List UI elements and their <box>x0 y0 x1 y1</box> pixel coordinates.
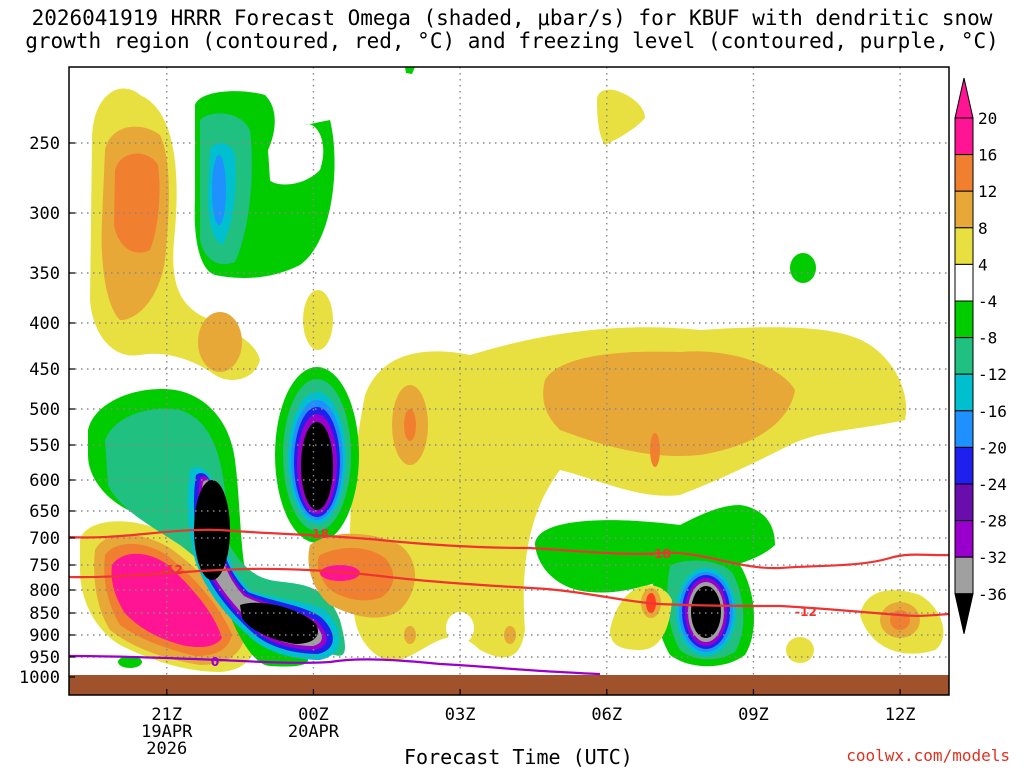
colorbar-swatch-9 <box>954 446 974 485</box>
colorbar-tick-5: -4 <box>978 292 997 311</box>
colorbar-bottom-arrow <box>954 593 974 634</box>
plot-frame <box>68 66 950 696</box>
gold-spot-900 <box>404 626 416 644</box>
colorbar-tick-0: 20 <box>978 109 997 128</box>
gold-spot-400-0 <box>198 312 242 372</box>
ytick-label-900: 900 <box>29 626 60 646</box>
grid-layer <box>69 67 949 678</box>
yellow-spot-950 <box>786 637 814 663</box>
colorbar-swatch-10 <box>954 483 974 522</box>
x-axis-label: Forecast Time (UTC) <box>404 745 633 769</box>
contour-label-zero: 0 <box>211 655 219 669</box>
descent-navy <box>193 473 333 654</box>
colorbar-swatch-2 <box>954 190 974 229</box>
low-left-pink <box>111 553 222 648</box>
white-hole-900 <box>446 612 474 644</box>
ytick-label-350: 350 <box>29 264 60 284</box>
contour-label-minus18a: -18 <box>307 527 329 541</box>
ytick-label-450: 450 <box>29 360 60 380</box>
colorbar-tick-8: -16 <box>978 402 1007 421</box>
colorbar-swatch-5 <box>954 300 974 339</box>
colorbar-tick-3: 8 <box>978 219 988 238</box>
colorbar-top-arrow <box>954 77 974 119</box>
colorbar-swatch-11 <box>954 520 974 558</box>
top-green-wedge <box>405 67 415 74</box>
contour-minus12 <box>69 567 949 617</box>
green-spot-950 <box>118 656 142 668</box>
low-right-descent-green <box>535 505 775 593</box>
colorbar-swatch-7 <box>954 373 974 412</box>
contour-label-minus12a: -12 <box>161 563 183 577</box>
green-spot-350 <box>790 253 816 283</box>
colorbar-swatch-12 <box>954 556 974 595</box>
xtick-label-33-0: 09Z <box>738 705 769 725</box>
credit-link[interactable]: coolwx.com/models <box>846 746 1010 765</box>
ytick-label-400: 400 <box>29 314 60 334</box>
xtick-label-36-0: 12Z <box>885 705 916 725</box>
contour-layer: -18 -18 -12 -12 0 <box>69 527 949 676</box>
colorbar-tick-13: -36 <box>978 585 1007 604</box>
ytick-label-500: 500 <box>29 400 60 420</box>
colorbar: 20 16 12 8 4 -4 -8 -12 -16 -20 -24 -28 -32 -36 <box>954 77 1007 634</box>
contour-minus18 <box>69 528 949 570</box>
ground-layer <box>69 675 949 695</box>
ytick-label-800: 800 <box>29 581 60 601</box>
ytick-label-550: 550 <box>29 436 60 456</box>
contour-label-minus18b: -18 <box>649 547 671 561</box>
xtick-label-21-0: 21Z <box>151 705 182 725</box>
xtick-label-30-0: 06Z <box>591 705 622 725</box>
colorbar-tick-6: -8 <box>978 329 997 348</box>
ytick-label-850: 850 <box>29 604 60 624</box>
upper-left-ascent-orange <box>114 153 160 253</box>
ground-fill <box>69 675 949 695</box>
colorbar-swatch-0 <box>954 117 974 156</box>
colorbar-tick-4: 4 <box>978 255 988 274</box>
colorbar-swatch-3 <box>954 227 974 265</box>
chart-title-line-1: 2026041919 HRRR Forecast Omega (shaded, … <box>31 6 993 30</box>
upper-descent-blue <box>212 155 226 225</box>
ytick-label-1000: 1000 <box>19 668 60 688</box>
colorbar-tick-2: 12 <box>978 182 997 201</box>
colorbar-tick-10: -24 <box>978 475 1007 494</box>
colorbar-tick-9: -20 <box>978 438 1007 457</box>
xtick-label-27-0: 03Z <box>445 705 476 725</box>
omega-shading-layer <box>80 67 944 672</box>
core-4-black <box>691 586 721 638</box>
yellow-spot-850 <box>610 585 672 650</box>
ytick-label-600: 600 <box>29 471 60 491</box>
colorbar-swatch-8 <box>954 410 974 448</box>
mid-ascent-gold <box>543 351 795 456</box>
ytick-label-250: 250 <box>29 134 60 154</box>
colorbar-tick-12: -32 <box>978 548 1007 567</box>
xtick-label-21-2: 2026 <box>146 739 187 759</box>
contour-label-minus12b: -12 <box>795 605 817 619</box>
pressure-axis: 2503003504004505005506006507007508008509… <box>19 134 75 688</box>
ytick-label-950: 950 <box>29 648 60 668</box>
ytick-label-700: 700 <box>29 529 60 549</box>
chart-title-line-2: growth region (contoured, red, °C) and f… <box>25 29 999 53</box>
colorbar-swatch-6 <box>954 337 974 375</box>
ytick-label-750: 750 <box>29 556 60 576</box>
xtick-label-21-1: 19APR <box>141 722 193 742</box>
colorbar-tick-11: -28 <box>978 512 1007 531</box>
colorbar-swatch-4 <box>954 263 974 302</box>
upper-right-yellow <box>597 89 645 145</box>
xtick-label-24-1: 20APR <box>288 722 340 742</box>
yellow-spot-380 <box>303 290 333 350</box>
orange-spot-550 <box>650 433 660 467</box>
colorbar-swatch-1 <box>954 154 974 192</box>
orange-spot-500 <box>404 409 416 441</box>
ytick-label-650: 650 <box>29 502 60 522</box>
ytick-label-300: 300 <box>29 204 60 224</box>
gold-spot-900b <box>504 626 516 644</box>
mid-core-black <box>301 422 333 510</box>
xtick-label-24-0: 00Z <box>298 705 329 725</box>
colorbar-tick-7: -12 <box>978 365 1007 384</box>
contour-freezing-level <box>69 654 601 676</box>
colorbar-tick-1: 16 <box>978 146 997 165</box>
